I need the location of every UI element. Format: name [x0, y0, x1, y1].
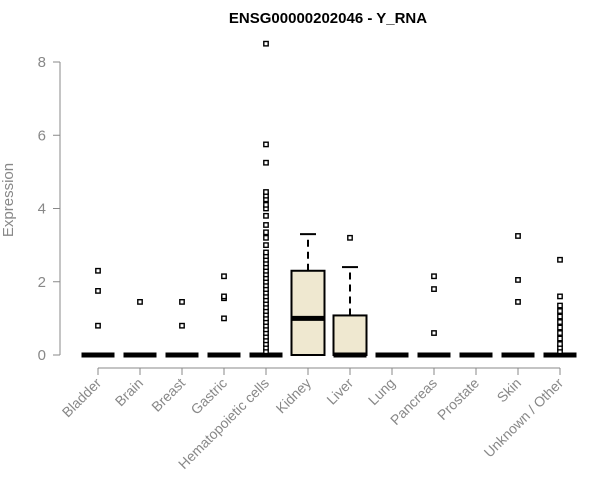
box-2	[165, 298, 199, 358]
outlier-11-4	[557, 330, 563, 336]
outlier-4-32	[263, 212, 269, 219]
outlier-3-0	[221, 315, 227, 322]
outlier-8-2	[431, 273, 437, 280]
outlier-8-0	[431, 330, 437, 336]
outlier-3-3	[221, 273, 227, 280]
box-3	[207, 273, 241, 358]
y-tick-label-1: 2	[38, 274, 46, 291]
outlier-4-30	[263, 229, 269, 236]
x-tick-label-9: Prostate	[434, 375, 482, 423]
box-8	[417, 273, 451, 358]
outlier-3-2	[221, 293, 227, 300]
x-tick-label-0: Bladder	[59, 375, 105, 421]
outlier-11-8	[557, 308, 563, 314]
outlier-10-1	[515, 277, 521, 283]
outlier-8-1	[431, 286, 437, 292]
box-6	[332, 234, 368, 358]
outlier-4-28	[263, 242, 269, 249]
outlier-2-1	[179, 298, 185, 305]
x-tick-label-8: Pancreas	[387, 375, 440, 428]
boxes-layer	[81, 40, 577, 358]
y-tick-label-4: 8	[38, 54, 46, 71]
outlier-11-2	[557, 341, 563, 347]
outlier-11-11	[557, 256, 563, 263]
outlier-4-34	[263, 201, 269, 208]
outlier-0-2	[95, 267, 101, 274]
outlier-10-2	[515, 233, 521, 239]
outlier-4-38	[263, 159, 269, 166]
outlier-4-37	[263, 189, 269, 195]
y-axis-label: Expression	[0, 163, 17, 237]
x-tick-label-1: Brain	[112, 375, 146, 409]
outlier-11-6	[557, 319, 563, 325]
outlier-0-1	[95, 288, 101, 294]
x-tick-label-10: Skin	[494, 375, 525, 406]
box-4	[249, 40, 283, 358]
outlier-4-27	[263, 249, 269, 256]
chart-title: ENSG00000202046 - Y_RNA	[229, 10, 427, 27]
outlier-4-40	[263, 40, 269, 47]
outlier-4-31	[263, 222, 269, 228]
box-0	[81, 267, 115, 358]
x-tick-label-5: Kidney	[273, 375, 315, 417]
y-axis: 0 2 4 6 8	[38, 54, 61, 364]
outlier-11-9	[557, 302, 563, 309]
outlier-4-29	[263, 234, 269, 241]
outlier-6-0	[347, 234, 353, 241]
box-rect-6	[332, 314, 368, 357]
outlier-1-0	[137, 298, 143, 305]
y-tick-label-2: 4	[38, 201, 46, 218]
box-10	[501, 233, 535, 358]
outlier-4-39	[263, 141, 269, 148]
y-tick-label-0: 0	[38, 347, 46, 364]
outlier-0-0	[95, 322, 101, 329]
outlier-10-0	[515, 298, 521, 305]
y-tick-label-3: 6	[38, 127, 46, 144]
outlier-11-10	[557, 293, 563, 300]
outlier-2-0	[179, 322, 185, 329]
box-5	[290, 233, 326, 357]
outlier-11-3	[557, 335, 563, 342]
outlier-11-7	[557, 313, 563, 320]
x-tick-label-6: Liver	[323, 375, 356, 408]
box-11	[543, 256, 577, 358]
outlier-11-5	[557, 324, 563, 331]
x-tick-label-7: Lung	[365, 375, 398, 408]
box-rect-5	[290, 269, 326, 357]
x-tick-label-11: Unknown / Other	[481, 375, 567, 461]
x-tick-label-2: Breast	[148, 375, 188, 415]
box-1	[123, 298, 157, 358]
